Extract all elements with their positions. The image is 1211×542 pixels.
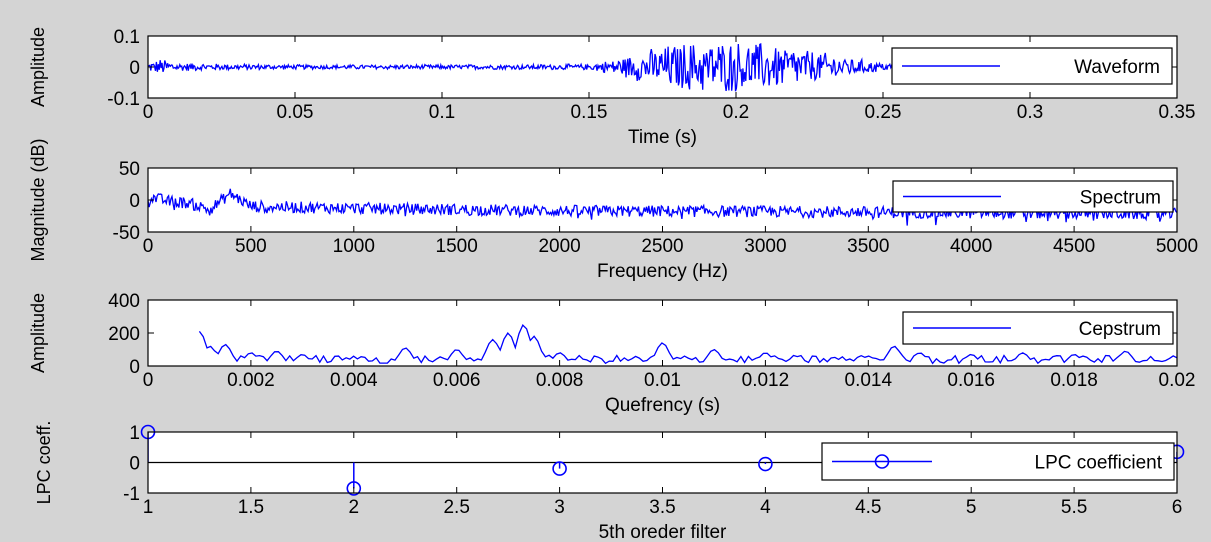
stem-marker-3 [552, 461, 567, 476]
chart-panel-3: 0 0.002 0.004 0.006 0.008 0.01 0.012 0.014 0.016… [28, 291, 1195, 416]
x-tick-label: 4500 [1053, 236, 1095, 257]
chart-panel-2: 0 500 1000 1500 2000 2500 3000 3500 4000 4500 5000… [28, 138, 1198, 282]
x-tick-label: 0.016 [947, 370, 995, 391]
stem-marker-4 [758, 456, 773, 472]
x-tick-label: 2500 [641, 236, 683, 257]
y-tick-label: -0.1 [107, 89, 140, 110]
y-tick-label: 0 [129, 454, 140, 475]
y-axis-label: Magnitude (dB) [28, 138, 48, 261]
x-tick-label: 0 [143, 102, 154, 123]
x-tick-label: 3 [554, 497, 565, 518]
x-tick-label: 500 [235, 236, 267, 257]
x-tick-label: 2.5 [443, 497, 469, 518]
x-tick-label: 5.5 [1061, 497, 1087, 518]
y-axis-label: LPC coeff. [34, 421, 54, 505]
y-tick-label: -1 [123, 484, 140, 505]
x-tick-label: 0.002 [227, 370, 275, 391]
x-tick-label: 4 [760, 497, 771, 518]
x-tick-label: 4000 [950, 236, 992, 257]
x-tick-label: 1000 [333, 236, 375, 257]
y-tick-label: 0.1 [114, 27, 140, 48]
legend-label: Waveform [1074, 57, 1160, 78]
x-tick-label: 0.2 [723, 102, 749, 123]
x-axis-label: Frequency (Hz) [597, 261, 728, 282]
legend-label: Spectrum [1080, 188, 1161, 209]
legend: Cepstrum [902, 311, 1174, 345]
legend: LPC coefficient [821, 442, 1175, 481]
series-line-spectrum [148, 188, 1177, 226]
x-tick-label: 3500 [847, 236, 889, 257]
x-tick-label: 0 [143, 236, 154, 257]
x-tick-label: 2 [349, 497, 360, 518]
x-tick-label: 0.008 [536, 370, 584, 391]
x-tick-label: 0.012 [742, 370, 790, 391]
y-axis-label: Amplitude [28, 293, 48, 373]
legend-label: LPC coefficient [1035, 453, 1163, 474]
x-tick-label: 0.004 [330, 370, 378, 391]
x-tick-label: 3.5 [649, 497, 675, 518]
y-tick-label: 1 [129, 423, 140, 444]
data-layer [148, 43, 927, 92]
legend-marker-swatch [874, 454, 890, 469]
x-tick-label: 0.35 [1159, 102, 1196, 123]
x-tick-label: 0.01 [644, 370, 681, 391]
x-tick-label: 0.006 [433, 370, 481, 391]
data-layer [148, 188, 1177, 226]
x-tick-label: 4.5 [855, 497, 881, 518]
y-tick-label: 50 [119, 159, 140, 180]
x-tick-label: 0.02 [1159, 370, 1196, 391]
chart-panel-4: 1 1.5 2 2.5 3 3.5 4 4.5 5 5.5 6 -1 0 1 5th oreder filt… [34, 421, 1185, 542]
x-tick-label: 0.3 [1017, 102, 1043, 123]
x-tick-label: 1.5 [238, 497, 264, 518]
x-tick-label: 0.1 [429, 102, 455, 123]
stem-marker-2 [346, 481, 362, 496]
x-tick-label: 6 [1172, 497, 1183, 518]
data-layer [198, 323, 1177, 365]
x-tick-label: 1 [143, 497, 154, 518]
y-tick-label: 0 [129, 191, 140, 212]
x-tick-label: 0.25 [865, 102, 902, 123]
x-tick-label: 5000 [1156, 236, 1198, 257]
legend-label: Cepstrum [1079, 319, 1161, 340]
x-tick-label: 2000 [538, 236, 580, 257]
series-line-cepstrum [198, 323, 1177, 365]
x-tick-label: 5 [966, 497, 977, 518]
y-tick-label: 0 [129, 357, 140, 378]
series-line-waveform [148, 43, 927, 92]
y-tick-label: 0 [129, 58, 140, 79]
legend: Waveform [891, 47, 1173, 85]
x-tick-label: 0.014 [845, 370, 893, 391]
y-tick-label: -50 [113, 223, 140, 244]
legend: Spectrum [892, 180, 1174, 213]
y-tick-label: 200 [108, 324, 140, 345]
x-tick-label: 0.15 [571, 102, 608, 123]
x-tick-label: 1500 [436, 236, 478, 257]
x-tick-label: 0 [143, 370, 154, 391]
x-tick-label: 3000 [744, 236, 786, 257]
x-axis-label: Time (s) [628, 127, 697, 148]
legend-box [891, 47, 1173, 85]
x-axis-label: Quefrency (s) [605, 395, 720, 416]
x-tick-label: 0.018 [1050, 370, 1098, 391]
x-axis-label: 5th oreder filter [599, 522, 727, 542]
y-axis-label: Amplitude [28, 27, 48, 107]
y-tick-label: 400 [108, 291, 140, 312]
x-tick-label: 0.05 [277, 102, 314, 123]
